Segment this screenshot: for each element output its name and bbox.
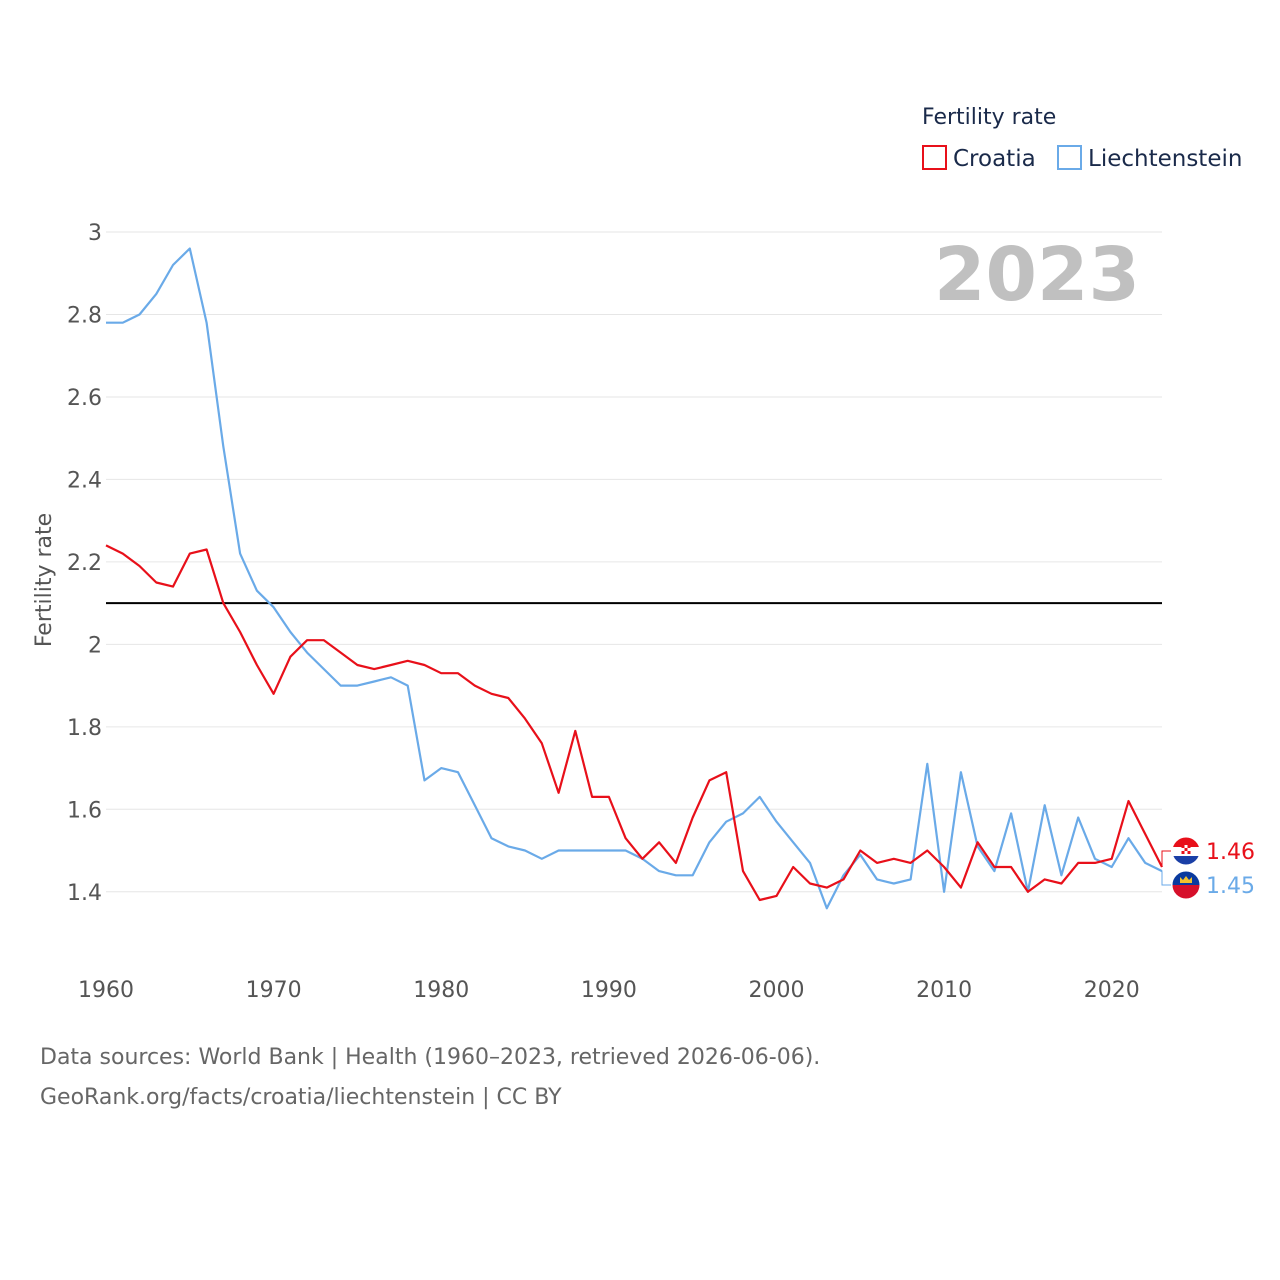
y-tick-label: 2.4 bbox=[67, 468, 102, 493]
y-tick-label: 1.6 bbox=[67, 798, 102, 823]
croatia-flag-icon bbox=[1171, 836, 1201, 866]
end-connector bbox=[1161, 871, 1171, 886]
y-tick-label: 2.8 bbox=[67, 303, 102, 328]
gridlines bbox=[106, 231, 1162, 893]
legend-label-liechtenstein: Liechtenstein bbox=[1088, 146, 1242, 172]
x-tick-label: 1970 bbox=[246, 978, 302, 1003]
legend-item-croatia[interactable]: Croatia bbox=[922, 145, 1036, 172]
series-line-liechtenstein bbox=[106, 247, 1163, 910]
y-tick-label: 1.4 bbox=[67, 881, 102, 906]
y-tick-label: 3 bbox=[88, 221, 102, 246]
series-line-croatia bbox=[105, 544, 1163, 902]
y-tick-label: 2 bbox=[88, 633, 102, 658]
end-connector bbox=[1161, 850, 1171, 867]
data-sources-note: Data sources: World Bank | Health (1960–… bbox=[40, 1045, 821, 1070]
legend-item-liechtenstein[interactable]: Liechtenstein bbox=[1057, 145, 1242, 172]
y-axis-ticks: 1.4 1.6 1.8 2 2.2 2.4 2.6 2.8 3 bbox=[67, 221, 102, 906]
x-tick-label: 2020 bbox=[1084, 978, 1140, 1003]
x-tick-label: 2000 bbox=[748, 978, 804, 1003]
legend-label-croatia: Croatia bbox=[953, 146, 1036, 172]
end-value-label-liechtenstein: 1.45 bbox=[1206, 874, 1255, 899]
x-tick-label: 2010 bbox=[916, 978, 972, 1003]
end-markers: 1.46 1.45 bbox=[1161, 836, 1255, 900]
x-tick-label: 1990 bbox=[581, 978, 637, 1003]
x-tick-label: 1960 bbox=[78, 978, 134, 1003]
series-lines bbox=[105, 247, 1163, 910]
liechtenstein-flag-icon bbox=[1171, 870, 1201, 900]
legend-swatch-liechtenstein bbox=[1057, 145, 1082, 170]
credit-link[interactable]: GeoRank.org/facts/croatia/liechtenstein … bbox=[40, 1085, 562, 1110]
y-tick-label: 2.6 bbox=[67, 386, 102, 411]
legend-swatch-croatia bbox=[922, 145, 947, 170]
x-tick-label: 1980 bbox=[413, 978, 469, 1003]
legend-title: Fertility rate bbox=[922, 105, 1056, 130]
y-tick-label: 2.2 bbox=[67, 551, 102, 576]
y-axis-title: Fertility rate bbox=[32, 513, 57, 647]
legend[interactable]: Fertility rate Croatia Liechtenstein bbox=[922, 105, 1242, 172]
end-value-label-croatia: 1.46 bbox=[1206, 840, 1255, 865]
x-axis-ticks: 1960 1970 1980 1990 2000 2010 2020 bbox=[78, 978, 1140, 1003]
y-tick-label: 1.8 bbox=[67, 716, 102, 741]
year-watermark: 2023 bbox=[934, 232, 1140, 318]
